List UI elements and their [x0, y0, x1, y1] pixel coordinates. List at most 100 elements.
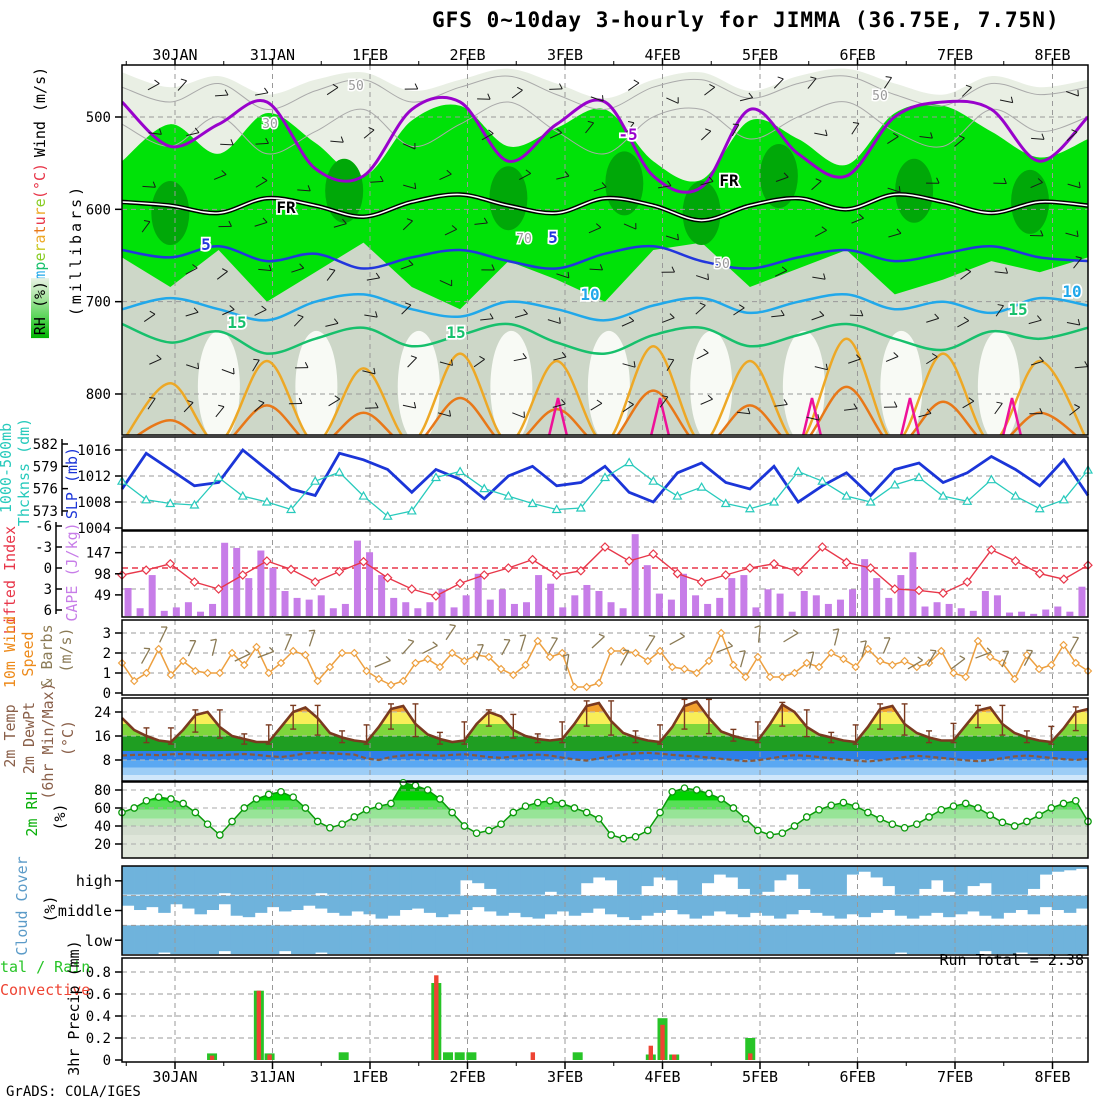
svg-text:573: 573 [33, 504, 58, 520]
svg-text:1004: 1004 [77, 521, 111, 537]
svg-text:2: 2 [103, 646, 111, 662]
run-total: Run Total = 2.38 [939, 951, 1085, 969]
svg-text:3FEB: 3FEB [547, 46, 583, 64]
svg-text:1008: 1008 [77, 495, 111, 511]
page-title: GFS 0~10day 3-hourly for JIMMA (36.75E, … [432, 8, 1060, 32]
temp2m-units-label: (°C) [59, 719, 77, 757]
precip-rain-label: tal / Rain [0, 958, 91, 976]
cloud-row-middle-label: middle [57, 902, 112, 920]
slp-axis-label: SLP (mb) [63, 446, 81, 520]
svg-text:7FEB: 7FEB [937, 1068, 973, 1086]
cloud-row-high-label: high [75, 872, 112, 890]
wind-axis-label: Wind (m/s) [31, 66, 49, 158]
svg-text:1016: 1016 [77, 443, 111, 459]
svg-text:0.8: 0.8 [86, 965, 111, 981]
precip-convective-label: Convective [0, 981, 91, 999]
svg-text:600: 600 [86, 202, 111, 218]
thickness-label-1: 1000-500mb [0, 422, 15, 514]
svg-text:5: 5 [201, 235, 211, 254]
cape-axis-label: CAPE (J/kg) [63, 522, 81, 622]
svg-text:4FEB: 4FEB [644, 46, 680, 64]
wind10m-label-2: Speed [19, 631, 37, 677]
svg-text:5FEB: 5FEB [742, 46, 778, 64]
svg-text:10: 10 [1062, 282, 1081, 301]
svg-text:FR: FR [719, 171, 739, 190]
temp2m-label-3: (6hr Min/Max) [39, 682, 57, 800]
svg-text:30JAN: 30JAN [152, 46, 197, 64]
svg-text:5FEB: 5FEB [742, 1068, 778, 1086]
wind10m-label-1: 10m Wind [1, 615, 19, 689]
svg-text:8FEB: 8FEB [1034, 1068, 1070, 1086]
rh2m-label: 2m RH [23, 791, 41, 837]
svg-text:98: 98 [94, 567, 111, 583]
wind10m-label-3: & Barbs [38, 624, 56, 688]
wind10m-units-label: (m/s) [57, 627, 75, 673]
precip-axis-label: 3hr Precip (mm) [65, 940, 83, 1076]
svg-text:50: 50 [872, 89, 888, 104]
svg-text:10: 10 [580, 285, 599, 304]
svg-text:2FEB: 2FEB [449, 1068, 485, 1086]
svg-text:-6: -6 [35, 519, 52, 535]
rh2m-units-label: (%) [51, 803, 69, 831]
grads-credit: GrADS: COLA/IGES [6, 1084, 141, 1100]
svg-text:4FEB: 4FEB [644, 1068, 680, 1086]
svg-text:2FEB: 2FEB [449, 46, 485, 64]
svg-text:50: 50 [714, 257, 730, 272]
svg-text:800: 800 [86, 387, 111, 403]
svg-text:16: 16 [94, 729, 111, 745]
svg-text:6: 6 [44, 603, 52, 619]
svg-text:3: 3 [44, 582, 52, 598]
svg-text:6FEB: 6FEB [839, 46, 875, 64]
svg-text:5: 5 [548, 228, 558, 247]
svg-text:1012: 1012 [77, 469, 111, 485]
svg-text:20: 20 [94, 837, 111, 853]
svg-text:15: 15 [446, 323, 465, 342]
temp2m-label-2: 2m DewPt [20, 701, 38, 775]
svg-text:500: 500 [86, 110, 111, 126]
svg-text:70: 70 [516, 232, 532, 247]
svg-text:15: 15 [1008, 300, 1027, 319]
svg-text:50: 50 [348, 79, 364, 94]
millibars-axis-label: (millibars) [67, 183, 85, 317]
svg-text:0.2: 0.2 [86, 1031, 111, 1047]
svg-text:147: 147 [86, 546, 111, 562]
svg-text:700: 700 [86, 295, 111, 311]
upper-air-panel: 30 50 70 50 50 -5 FR FR 5 5 10 10 15 15 15 [122, 65, 1088, 435]
svg-text:1: 1 [103, 666, 111, 682]
svg-text:1FEB: 1FEB [352, 46, 388, 64]
svg-text:31JAN: 31JAN [250, 1068, 295, 1086]
svg-text:1FEB: 1FEB [352, 1068, 388, 1086]
svg-text:0.6: 0.6 [86, 987, 111, 1003]
svg-text:3: 3 [103, 626, 111, 642]
svg-text:-3: -3 [35, 540, 52, 556]
cloud-row-low-label: low [84, 932, 112, 950]
rh-axis-label: RH (%) [31, 277, 49, 339]
svg-text:15: 15 [227, 313, 246, 332]
svg-text:0.4: 0.4 [86, 1009, 111, 1025]
svg-text:49: 49 [94, 588, 111, 604]
cloud-cover-label: Cloud Cover [13, 856, 31, 956]
svg-text:0: 0 [103, 1053, 111, 1069]
svg-text:30JAN: 30JAN [152, 1068, 197, 1086]
svg-text:6FEB: 6FEB [839, 1068, 875, 1086]
svg-text:3FEB: 3FEB [547, 1068, 583, 1086]
svg-text:0: 0 [103, 686, 111, 702]
svg-text:31JAN: 31JAN [250, 46, 295, 64]
svg-text:579: 579 [33, 459, 58, 475]
svg-text:-5: -5 [618, 125, 637, 144]
svg-text:7FEB: 7FEB [937, 46, 973, 64]
svg-text:582: 582 [33, 437, 58, 453]
svg-text:24: 24 [94, 705, 111, 721]
degc-axis-label: (°C) [31, 162, 49, 200]
svg-text:FR: FR [276, 198, 296, 217]
temp2m-label-1: 2m Temp [1, 704, 19, 768]
thickness-label-2: Thcknss (dm) [15, 417, 33, 527]
svg-text:8FEB: 8FEB [1034, 46, 1070, 64]
svg-text:8: 8 [103, 753, 111, 769]
svg-text:576: 576 [33, 482, 58, 498]
svg-text:80: 80 [94, 783, 111, 799]
svg-text:30: 30 [262, 117, 278, 132]
svg-text:0: 0 [44, 561, 52, 577]
